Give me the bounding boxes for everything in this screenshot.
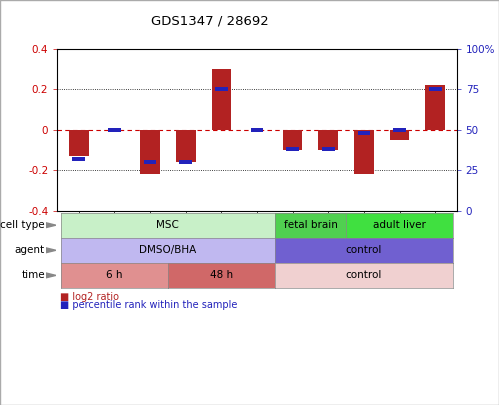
- Text: control: control: [346, 271, 382, 280]
- Text: DMSO/BHA: DMSO/BHA: [139, 245, 197, 255]
- Text: ■ percentile rank within the sample: ■ percentile rank within the sample: [60, 300, 237, 310]
- Bar: [212, 69, 231, 130]
- Text: MSC: MSC: [157, 220, 179, 230]
- Polygon shape: [46, 248, 56, 253]
- Bar: [283, 130, 302, 150]
- Polygon shape: [46, 223, 56, 228]
- Bar: [390, 130, 409, 140]
- Bar: [318, 130, 338, 150]
- Bar: [72, 157, 85, 161]
- Bar: [358, 131, 370, 135]
- Text: 48 h: 48 h: [210, 271, 233, 280]
- Text: fetal brain: fetal brain: [283, 220, 337, 230]
- Text: cell type: cell type: [0, 220, 45, 230]
- Bar: [108, 128, 121, 132]
- Polygon shape: [46, 273, 56, 278]
- Text: GDS1347 / 28692: GDS1347 / 28692: [151, 14, 268, 27]
- Bar: [429, 87, 442, 91]
- Bar: [215, 87, 228, 91]
- Text: ■ log2 ratio: ■ log2 ratio: [60, 292, 119, 302]
- Text: 6 h: 6 h: [106, 271, 123, 280]
- Bar: [179, 160, 192, 164]
- Bar: [69, 130, 89, 156]
- Bar: [144, 160, 156, 164]
- Text: control: control: [346, 245, 382, 255]
- Bar: [354, 130, 374, 174]
- Bar: [250, 128, 263, 132]
- Text: time: time: [21, 271, 45, 280]
- Text: agent: agent: [15, 245, 45, 255]
- Bar: [393, 128, 406, 132]
- Bar: [286, 147, 299, 151]
- Bar: [322, 147, 335, 151]
- Bar: [140, 130, 160, 174]
- Bar: [425, 85, 445, 130]
- Text: adult liver: adult liver: [373, 220, 426, 230]
- Bar: [176, 130, 196, 162]
